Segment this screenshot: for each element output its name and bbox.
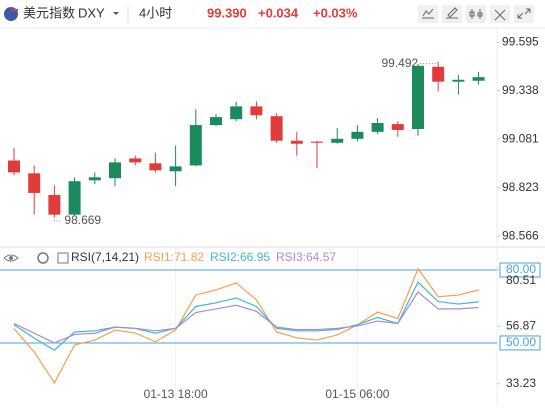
candle-body — [28, 173, 41, 193]
y-tick-label: 80.51 — [506, 273, 536, 287]
x-tick-label: 01-15 06:00 — [325, 387, 389, 401]
candle-body — [472, 77, 485, 81]
candle-body — [169, 166, 182, 172]
annotation-leader — [53, 216, 63, 222]
legend-entry: RSI3:64.57 — [276, 250, 336, 264]
eye-icon-pupil — [9, 256, 13, 260]
symbol-code[interactable]: DXY — [78, 5, 105, 20]
eye-icon[interactable] — [3, 254, 19, 262]
candle-body — [210, 117, 222, 126]
candle-body — [270, 116, 283, 141]
legend-entry: RSI1:71.82 — [144, 250, 204, 264]
level-label: 50.00 — [506, 335, 536, 349]
candle-body — [129, 158, 142, 163]
y-tick-label: 98.566 — [502, 228, 539, 242]
candle-body — [48, 195, 61, 215]
annotation-leader — [420, 63, 439, 67]
gear-icon[interactable] — [37, 252, 49, 264]
candle-body — [371, 122, 384, 132]
candle-body — [8, 160, 20, 173]
rsi-line — [13, 267, 479, 385]
tool-icon — [422, 8, 434, 19]
candle-body — [331, 138, 344, 143]
level-label: 80.00 — [506, 262, 536, 276]
low-label: 98.669 — [64, 213, 101, 227]
dropdown-arrow[interactable] — [113, 12, 119, 15]
y-tick-label: 99.595 — [502, 34, 539, 48]
candle-body — [109, 162, 121, 179]
period[interactable]: 4小时 — [139, 5, 172, 20]
tool-icon — [446, 7, 458, 19]
tool-icon — [494, 9, 506, 21]
candle-body — [149, 163, 162, 171]
level-label-box — [499, 262, 541, 278]
y-tick-label: 33.23 — [506, 376, 536, 390]
symbol-name[interactable]: 美元指数 — [23, 5, 75, 20]
candle-body — [88, 177, 101, 181]
y-tick-label: 99.081 — [502, 131, 539, 145]
high-label: 99.492 — [381, 56, 418, 70]
flag-stripe — [11, 9, 18, 11]
candle-body — [412, 65, 424, 130]
candle-body — [452, 79, 465, 82]
y-tick-label: 56.87 — [506, 318, 536, 332]
tool-icon — [517, 8, 531, 19]
change: +0.034 — [258, 5, 299, 20]
rsi-line — [13, 290, 479, 344]
candle-body — [230, 106, 243, 120]
level-label-box — [499, 335, 541, 351]
legend-entry: RSI2:66.95 — [210, 250, 270, 264]
candle-body — [311, 141, 323, 143]
tool-icon — [469, 9, 483, 19]
tool-button[interactable] — [514, 5, 534, 23]
candle-body — [189, 125, 202, 166]
candle-body — [290, 140, 303, 144]
rsi-line — [13, 281, 479, 351]
candle-body — [391, 124, 404, 130]
candle-body — [432, 66, 445, 82]
change-pct: +0.03% — [313, 5, 358, 20]
y-tick-label: 99.338 — [502, 83, 539, 97]
toolbar — [418, 5, 534, 23]
hide-icon[interactable] — [57, 252, 69, 264]
candle-body — [250, 106, 263, 116]
candle-body — [68, 181, 81, 215]
x-tick-label: 01-13 18:00 — [144, 387, 208, 401]
candle-body — [351, 131, 364, 139]
y-tick-label: 98.823 — [502, 180, 539, 194]
tool-button[interactable] — [418, 5, 438, 23]
rsi-title: RSI(7,14,21) — [71, 250, 139, 264]
tool-button[interactable] — [466, 5, 486, 23]
price: 99.390 — [207, 5, 247, 20]
tool-button[interactable] — [442, 5, 462, 23]
tool-button[interactable] — [490, 5, 510, 23]
